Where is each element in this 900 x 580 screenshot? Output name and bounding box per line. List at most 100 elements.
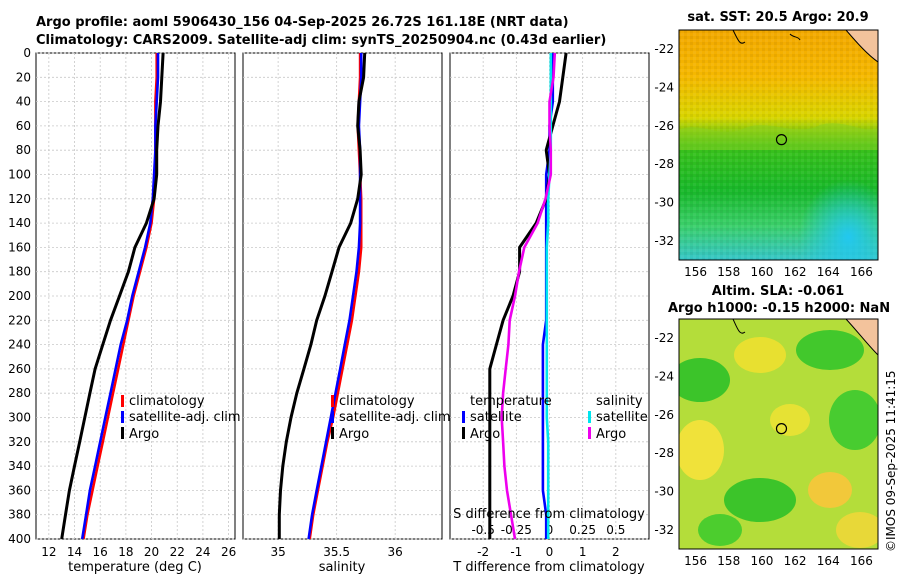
depth-tick-label: 260 [8, 362, 31, 376]
legend-argo: Argo [129, 427, 159, 442]
map-lon-label: 160 [750, 265, 773, 279]
map-lon-label: 156 [684, 554, 707, 568]
sst-float-location-marker [775, 134, 788, 146]
legend-climatology: climatology [129, 394, 205, 409]
legend-swatch-argo [331, 427, 334, 439]
depth-tick-label: 400 [8, 532, 31, 546]
depth-tick-label: 380 [8, 508, 31, 522]
depth-tick-label: 340 [8, 459, 31, 473]
legend-temp-argo: Argo [470, 427, 500, 442]
legend-salinity-title: salinity [596, 394, 643, 409]
depth-tick-label: 360 [8, 483, 31, 497]
gridlines [36, 52, 649, 540]
sla-map-title-1: Altim. SLA: -0.061 [711, 284, 845, 299]
x-tick-label: 14 [67, 545, 82, 559]
depth-tick-label: 40 [16, 95, 31, 109]
legend-temperature-title: temperature [470, 394, 552, 409]
map-lat-label: -24 [654, 81, 674, 95]
imos-timestamp: ©IMOS 09-Sep-2025 11:41:15 [884, 370, 898, 552]
top-x-tick-label: 0.5 [606, 523, 625, 537]
salinity-xlabel: salinity [319, 560, 366, 575]
map-lon-label: 164 [817, 554, 840, 568]
map-lat-label: -22 [654, 331, 674, 345]
sst-map-title: sat. SST: 20.5 Argo: 20.9 [687, 10, 869, 25]
depth-tick-label: 280 [8, 386, 31, 400]
map-lon-label: 166 [850, 265, 873, 279]
difference-xlabel: T difference from climatology [452, 560, 645, 575]
x-tick-label: 16 [93, 545, 108, 559]
x-tick-label: 2 [612, 545, 620, 559]
depth-tick-label: 200 [8, 289, 31, 303]
map-lat-label: -22 [654, 42, 674, 56]
legend-swatch-temp-satellite [462, 411, 465, 423]
salinity-legend: climatology satellite-adj. clim Argo [331, 394, 451, 442]
depth-tick-label: 120 [8, 192, 31, 206]
map-lon-label: 164 [817, 265, 840, 279]
difference-xlabel-top: S difference from climatology [453, 507, 645, 522]
chart-title-line1: Argo profile: aoml 5906430_156 04-Sep-20… [36, 15, 569, 30]
legend-satellite-adj: satellite-adj. clim [339, 410, 451, 425]
profile-lines [60, 52, 568, 540]
depth-tick-label: 160 [8, 240, 31, 254]
x-tick-label: 22 [170, 545, 185, 559]
top-x-tick-label: 0.25 [569, 523, 596, 537]
depth-tick-label: 320 [8, 435, 31, 449]
map-lat-label: -32 [654, 234, 674, 248]
x-tick-label: 0 [546, 545, 554, 559]
legend-swatch-sal-satellite [588, 411, 591, 423]
series-line-salinity-argo [500, 52, 557, 540]
legend-climatology: climatology [339, 394, 415, 409]
map-lat-label: -28 [654, 157, 674, 171]
sla-float-location-marker [775, 423, 788, 435]
sla-map-title-2: Argo h1000: -0.15 h2000: NaN [668, 301, 891, 316]
temperature-xlabel: temperature (deg C) [68, 560, 202, 575]
top-x-tick-label: -0.5 [471, 523, 494, 537]
depth-tick-label: 80 [16, 143, 31, 157]
map-lon-label: 162 [784, 554, 807, 568]
map-lat-label: -28 [654, 446, 674, 460]
series-line-satellite-adj-clim [80, 53, 160, 540]
depth-tick-label: 60 [16, 119, 31, 133]
legend-swatch-climatology [121, 395, 124, 407]
legend-temp-satellite: satellite [470, 410, 522, 425]
depth-tick-label: 0 [23, 46, 31, 60]
series-line-argo [277, 52, 367, 539]
legend-swatch-satellite [121, 411, 124, 423]
legend-sal-argo: Argo [596, 427, 626, 442]
x-tick-label: 35 [270, 545, 285, 559]
map-lat-label: -30 [654, 196, 674, 210]
map-lat-label: -30 [654, 485, 674, 499]
x-tick-label: 24 [195, 545, 210, 559]
x-tick-label: 12 [41, 545, 56, 559]
x-tick-label: 20 [144, 545, 159, 559]
difference-legend: temperature satellite Argo salinity sate… [462, 394, 648, 442]
x-tick-label: 35.5 [323, 545, 350, 559]
map-lat-label: -26 [654, 408, 674, 422]
depth-tick-label: 240 [8, 338, 31, 352]
legend-swatch-climatology [331, 395, 334, 407]
x-tick-label: 36 [388, 545, 403, 559]
sst-map [679, 30, 878, 260]
sla-map [679, 319, 878, 549]
map-lon-label: 156 [684, 265, 707, 279]
depth-tick-label: 300 [8, 411, 31, 425]
map-lat-label: -24 [654, 370, 674, 384]
map-lat-label: -32 [654, 523, 674, 537]
legend-swatch-temp-argo [462, 427, 465, 439]
legend-swatch-argo [121, 427, 124, 439]
x-tick-label: 18 [118, 545, 133, 559]
legend-argo: Argo [339, 427, 369, 442]
series-line-argo [60, 52, 165, 540]
depth-tick-label: 20 [16, 70, 31, 84]
depth-tick-label: 180 [8, 265, 31, 279]
x-tick-label: 1 [579, 545, 587, 559]
legend-swatch-sal-argo [588, 427, 591, 439]
depth-tick-label: 100 [8, 168, 31, 182]
top-x-tick-label: -0.25 [501, 523, 532, 537]
x-tick-label: 26 [221, 545, 236, 559]
chart-title-line2: Climatology: CARS2009. Satellite-adj cli… [36, 33, 607, 48]
map-lon-label: 162 [784, 265, 807, 279]
legend-sal-satellite: satellite [596, 410, 648, 425]
map-lon-label: 160 [750, 554, 773, 568]
